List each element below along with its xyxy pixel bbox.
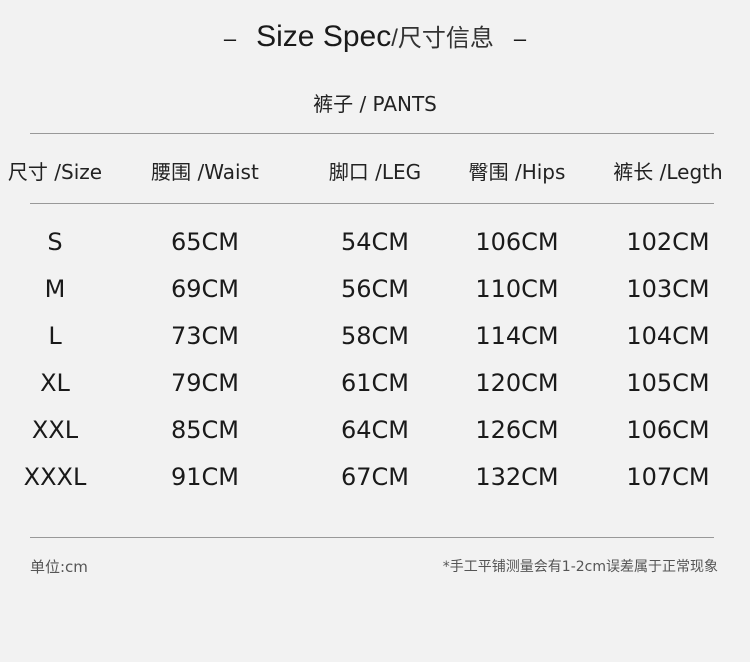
table-cell: 73CM [170,322,239,350]
table-cell: S [47,228,63,256]
column-header: 脚口 /LEG [328,160,422,184]
table-cell: L [48,322,62,350]
column-header: 裤长 /Legth [613,160,723,184]
table-cell: 106CM [626,416,710,444]
unit-label: 单位:cm [30,558,88,576]
column-header: 臀围 /Hips [468,160,566,184]
page-title: – Size Spec/尺寸信息 – [0,18,750,54]
table-cell: 69CM [170,275,239,303]
table-cell: 114CM [475,322,559,350]
table-cell: 104CM [626,322,710,350]
table-cell: 85CM [170,416,239,444]
table-cell: 91CM [170,463,239,491]
table-cell: 79CM [170,369,239,397]
table-cell: 64CM [340,416,409,444]
table-cell: 67CM [340,463,409,491]
table-cell: 107CM [626,463,710,491]
table-cell: 56CM [340,275,409,303]
table-cell: M [44,275,66,303]
title-dash-right: – [513,26,527,51]
table-cell: 110CM [475,275,559,303]
table-cell: 120CM [475,369,559,397]
column-header: 尺寸 /Size [7,160,103,184]
table-cell: 132CM [475,463,559,491]
table-cell: XXXL [23,463,87,491]
table-cell: 106CM [475,228,559,256]
title-dash-left: – [223,26,237,51]
table-cell: XL [40,369,70,397]
table-cell: 105CM [626,369,710,397]
measurement-note: *手工平铺测量会有1-2cm误差属于正常现象 [442,559,718,575]
table-cell: 61CM [340,369,409,397]
divider-bottom [30,537,714,538]
table-cell: 126CM [475,416,559,444]
table-cell: 58CM [340,322,409,350]
table-cell: 102CM [626,228,710,256]
title-chinese: /尺寸信息 [391,25,494,52]
title-english: Size Spec [256,20,392,53]
table-cell: 65CM [170,228,239,256]
divider-header [30,203,714,204]
table-cell: 103CM [626,275,710,303]
table-cell: 54CM [340,228,409,256]
divider-top [30,133,714,134]
column-header: 腰围 /Waist [151,160,259,184]
table-cell: XXL [31,416,79,444]
subtitle: 裤子 / PANTS [313,92,437,116]
